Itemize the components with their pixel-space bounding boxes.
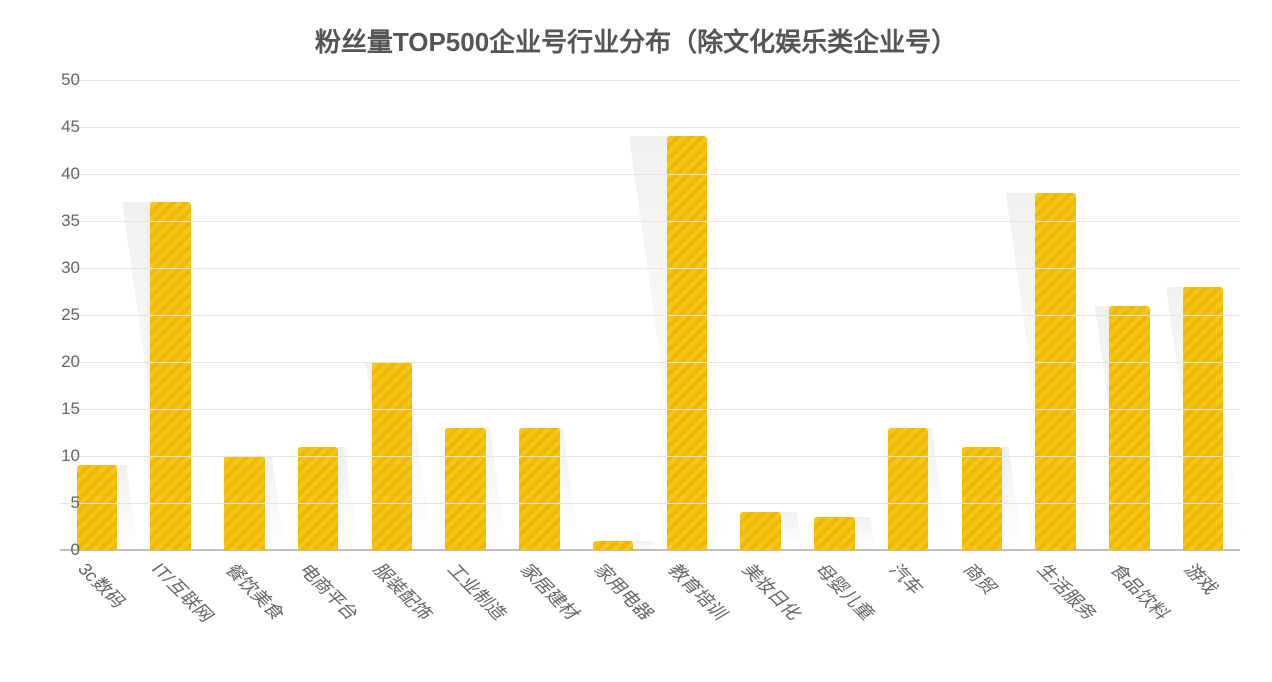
y-tick-label: 45: [61, 117, 80, 137]
x-tick-label: 服装配饰: [368, 556, 437, 625]
grid-line: [60, 550, 1240, 551]
y-tick-label: 50: [61, 70, 80, 90]
grid-line: [60, 174, 1240, 175]
x-tick-label: 汽车: [884, 556, 928, 600]
x-tick-label: 母婴儿童: [810, 556, 879, 625]
plot-area: 3c数码IT/互联网餐饮美食电商平台服装配饰工业制造家居建材家用电器教育培训美妆…: [60, 80, 1240, 550]
y-tick-label: 25: [61, 305, 80, 325]
grid-line: [60, 456, 1240, 457]
bar: [593, 541, 634, 550]
bar: [814, 517, 855, 550]
grid-line: [60, 409, 1240, 410]
chart-title: 粉丝量TOP500企业号行业分布（除文化娱乐类企业号）: [0, 22, 1272, 59]
bar: [519, 428, 560, 550]
grid-line: [60, 221, 1240, 222]
y-tick-label: 0: [71, 540, 80, 560]
x-tick-label: 家居建材: [515, 556, 584, 625]
bar: [445, 428, 486, 550]
x-tick-label: 电商平台: [294, 556, 363, 625]
x-tick-label: 餐饮美食: [220, 556, 289, 625]
y-tick-label: 5: [71, 493, 80, 513]
bar: [1035, 193, 1076, 550]
x-tick-label: 游戏: [1179, 556, 1223, 600]
x-tick-label: 美妆日化: [737, 556, 806, 625]
x-tick-label: 教育培训: [663, 556, 732, 625]
bar: [667, 136, 708, 550]
x-tick-label: 商贸: [958, 556, 1002, 600]
y-tick-label: 15: [61, 399, 80, 419]
x-tick-label: 食品饮料: [1105, 556, 1174, 625]
grid-line: [60, 315, 1240, 316]
bar-chart: 粉丝量TOP500企业号行业分布（除文化娱乐类企业号） 3c数码IT/互联网餐饮…: [0, 0, 1272, 682]
bar: [150, 202, 191, 550]
bar: [77, 465, 118, 550]
bar: [1109, 306, 1150, 550]
grid-line: [60, 127, 1240, 128]
bar: [740, 512, 781, 550]
y-tick-label: 20: [61, 352, 80, 372]
grid-line: [60, 362, 1240, 363]
grid-line: [60, 503, 1240, 504]
y-tick-label: 30: [61, 258, 80, 278]
y-tick-label: 35: [61, 211, 80, 231]
bar: [1183, 287, 1224, 550]
bar: [962, 447, 1003, 550]
bar: [298, 447, 339, 550]
bar: [888, 428, 929, 550]
y-tick-label: 10: [61, 446, 80, 466]
x-tick-label: 家用电器: [589, 556, 658, 625]
grid-line: [60, 80, 1240, 81]
x-tick-label: 工业制造: [442, 556, 511, 625]
x-tick-label: 3c数码: [73, 556, 130, 613]
x-tick-label: IT/互联网: [147, 556, 218, 627]
grid-line: [60, 268, 1240, 269]
y-tick-label: 40: [61, 164, 80, 184]
x-tick-label: 生活服务: [1032, 556, 1101, 625]
